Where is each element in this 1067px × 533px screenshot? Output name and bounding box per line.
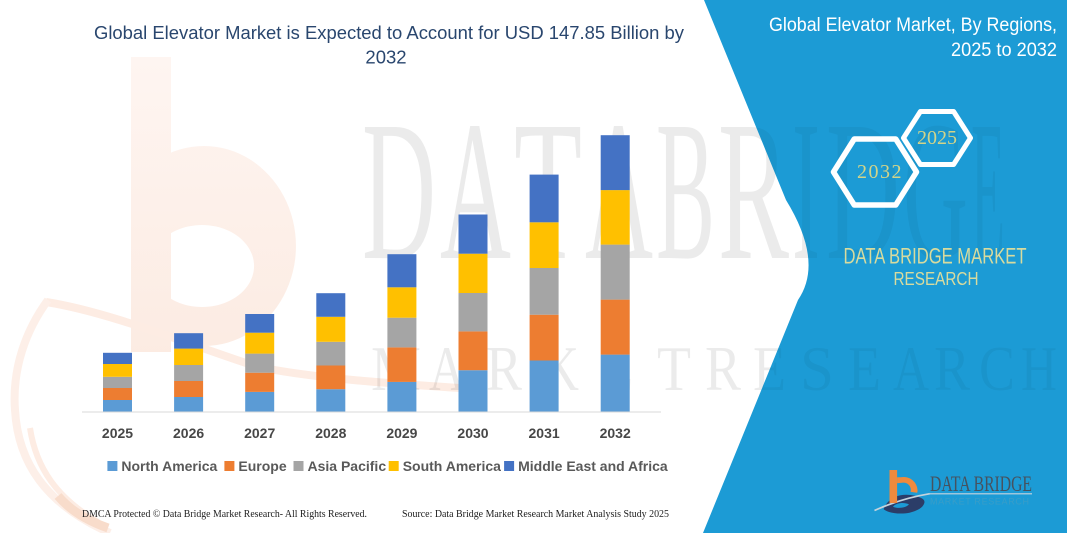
svg-text:DATA BRIDGE: DATA BRIDGE	[930, 471, 1032, 496]
svg-text:2027: 2027	[244, 425, 275, 441]
svg-text:R: R	[705, 334, 741, 404]
svg-text:2032: 2032	[857, 161, 903, 183]
svg-text:2025: 2025	[102, 425, 133, 441]
svg-text:A: A	[893, 334, 929, 404]
svg-text:2025: 2025	[917, 127, 957, 149]
svg-text:North America: North America	[121, 458, 217, 474]
svg-text:Source: Data Bridge Market Res: Source: Data Bridge Market Research Mark…	[402, 509, 669, 520]
svg-text:B: B	[656, 81, 715, 302]
svg-text:2028: 2028	[315, 425, 346, 441]
svg-text:2029: 2029	[386, 425, 417, 441]
svg-text:Europe: Europe	[238, 458, 286, 474]
svg-text:MARKET RESEARCH: MARKET RESEARCH	[930, 497, 1029, 507]
svg-text:T: T	[657, 334, 691, 404]
svg-text:Global Elevator Market is Expe: Global Elevator Market is Expected to Ac…	[94, 22, 685, 43]
svg-text:E: E	[848, 334, 881, 404]
svg-text:R: R	[934, 334, 970, 404]
svg-text:R: R	[486, 334, 522, 404]
svg-text:2025 to 2032: 2025 to 2032	[951, 40, 1057, 61]
svg-text:2031: 2031	[529, 425, 560, 441]
svg-text:D: D	[826, 81, 900, 302]
svg-text:E: E	[971, 81, 1005, 302]
svg-text:2032: 2032	[365, 47, 406, 68]
svg-text:2032: 2032	[600, 425, 631, 441]
svg-text:2030: 2030	[457, 425, 488, 441]
svg-text:C: C	[979, 334, 1015, 404]
svg-text:Asia Pacific: Asia Pacific	[308, 458, 387, 474]
svg-text:South America: South America	[403, 458, 501, 474]
svg-text:DMCA Protected © Data Bridge M: DMCA Protected © Data Bridge Market Rese…	[82, 509, 367, 520]
svg-text:2026: 2026	[173, 425, 204, 441]
svg-text:Middle East and Africa: Middle East and Africa	[518, 458, 668, 474]
svg-text:RESEARCH: RESEARCH	[894, 268, 979, 289]
svg-text:DATA BRIDGE MARKET: DATA BRIDGE MARKET	[844, 244, 1027, 269]
svg-text:H: H	[1021, 334, 1057, 404]
svg-text:S: S	[800, 334, 834, 404]
svg-text:Global Elevator Market, By Reg: Global Elevator Market, By Regions,	[769, 15, 1057, 36]
